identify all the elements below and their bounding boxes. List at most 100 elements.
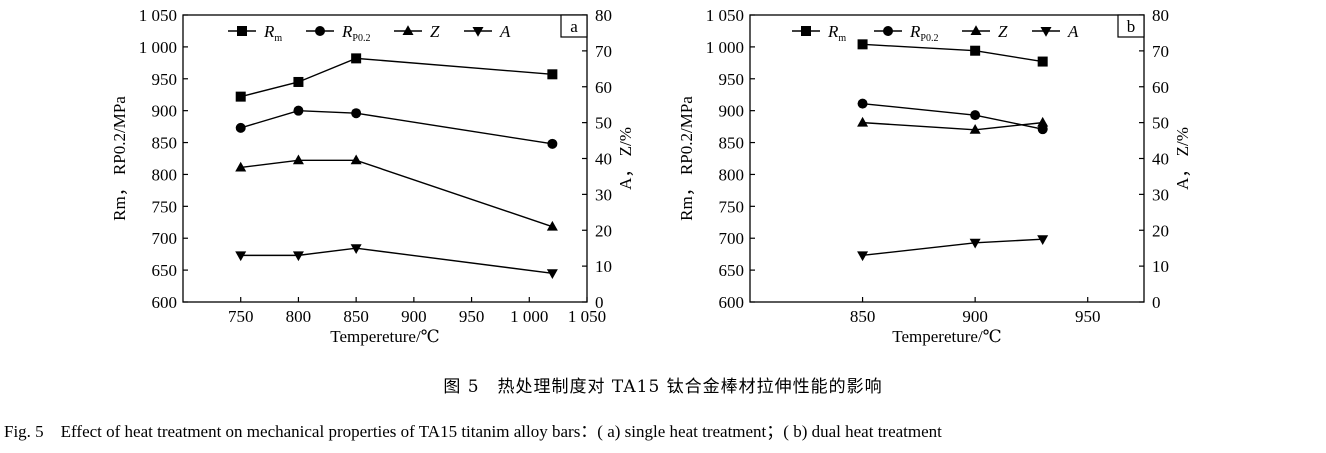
x-axis-label: Tempereture/℃ xyxy=(892,327,1001,346)
series-line xyxy=(240,57,553,98)
y-left-tick-label: 650 xyxy=(152,261,178,280)
legend-marker xyxy=(237,26,247,36)
y-right-tick-label: 20 xyxy=(1152,221,1169,240)
data-point xyxy=(292,251,304,262)
data-point xyxy=(857,98,868,109)
data-point xyxy=(293,105,304,116)
y-left-tick-label: 750 xyxy=(719,197,745,216)
legend-entry: Z xyxy=(962,22,1008,41)
plot-frame xyxy=(749,14,1145,303)
y-left-tick-label: 650 xyxy=(719,261,745,280)
y-right-tick-label: 20 xyxy=(595,221,612,240)
x-tick-label: 900 xyxy=(962,307,988,326)
legend-label: Z xyxy=(998,22,1008,41)
legend-label: RP0.2 xyxy=(909,22,938,44)
data-point xyxy=(857,39,868,50)
legend-marker xyxy=(801,26,811,36)
x-tick-label: 750 xyxy=(228,307,254,326)
y-left-tick-label: 1 000 xyxy=(706,38,744,57)
panel-label: a xyxy=(570,17,578,36)
y-left-tick-label: 750 xyxy=(152,197,178,216)
plot-frame xyxy=(182,14,588,303)
x-tick-label: 850 xyxy=(850,307,876,326)
legend-label: Rm xyxy=(827,22,846,44)
y-left-tick-label: 1 000 xyxy=(139,38,177,57)
y-left-tick-label: 950 xyxy=(152,70,178,89)
x-tick-label: 1 050 xyxy=(568,307,606,326)
x-tick-label: 800 xyxy=(286,307,312,326)
data-point xyxy=(235,161,247,172)
x-tick-label: 850 xyxy=(343,307,369,326)
y-left-tick-label: 950 xyxy=(719,70,745,89)
y-right-tick-label: 50 xyxy=(1152,114,1169,133)
y-left-tick-label: 700 xyxy=(719,229,745,248)
y-right-tick-label: 60 xyxy=(595,78,612,97)
legend-entry: A xyxy=(1032,22,1079,41)
panel-label-box xyxy=(560,14,588,38)
y-left-axis-label: Rm， RP0.2/MPa xyxy=(110,96,129,221)
y-left-tick-label: 900 xyxy=(152,102,178,121)
data-point xyxy=(546,220,558,231)
data-point xyxy=(351,108,362,119)
y-right-tick-label: 30 xyxy=(595,185,612,204)
legend-entry: Rm xyxy=(228,22,282,44)
x-tick-label: 950 xyxy=(459,307,485,326)
legend-label: Z xyxy=(430,22,440,41)
y-right-tick-label: 10 xyxy=(1152,257,1169,276)
series-line xyxy=(862,43,1043,63)
data-point xyxy=(235,122,246,133)
data-point xyxy=(970,110,981,121)
y-left-tick-label: 700 xyxy=(152,229,178,248)
data-point xyxy=(235,251,247,262)
y-left-tick-label: 600 xyxy=(719,293,745,312)
y-left-tick-label: 900 xyxy=(719,102,745,121)
legend-label: A xyxy=(499,22,511,41)
y-right-tick-label: 70 xyxy=(1152,42,1169,61)
data-point xyxy=(547,138,558,149)
series-z xyxy=(857,116,1049,134)
x-tick-label: 900 xyxy=(401,307,427,326)
legend-entry: RP0.2 xyxy=(874,22,938,44)
data-point xyxy=(1037,116,1049,127)
y-right-tick-label: 80 xyxy=(595,6,612,25)
figure-caption-chinese: 图 5 热处理制度对 TA15 钛合金棒材拉伸性能的影响 xyxy=(443,377,883,397)
data-point xyxy=(1037,235,1049,245)
series-line xyxy=(240,247,553,274)
y-left-tick-label: 1 050 xyxy=(139,6,177,25)
y-right-tick-label: 10 xyxy=(595,257,612,276)
data-point xyxy=(235,91,246,102)
series-z xyxy=(235,154,558,231)
data-point xyxy=(350,244,362,254)
data-point xyxy=(1037,124,1048,135)
x-tick-label: 1 000 xyxy=(510,307,548,326)
data-point xyxy=(969,124,981,134)
data-point xyxy=(546,269,558,280)
y-left-tick-label: 850 xyxy=(152,134,178,153)
y-right-tick-label: 50 xyxy=(595,114,612,133)
legend-marker xyxy=(315,26,325,36)
y-right-tick-label: 60 xyxy=(1152,78,1169,97)
x-axis-label: Tempereture/℃ xyxy=(330,327,439,346)
y-left-tick-label: 800 xyxy=(719,165,745,184)
y-right-tick-label: 70 xyxy=(595,42,612,61)
series-line xyxy=(240,159,553,228)
legend-marker xyxy=(970,25,982,35)
data-point xyxy=(547,69,558,80)
series-rm xyxy=(235,53,558,102)
y-right-tick-label: 40 xyxy=(595,150,612,169)
data-point xyxy=(1037,56,1048,67)
y-left-axis-label: Rm， RP0.2/MPa xyxy=(677,96,696,221)
y-left-tick-label: 850 xyxy=(719,134,745,153)
data-point xyxy=(350,154,362,165)
series-line xyxy=(862,238,1043,257)
y-right-tick-label: 0 xyxy=(1152,293,1161,312)
figure-caption-english: Fig. 5 Effect of heat treatment on mecha… xyxy=(4,422,942,441)
data-point xyxy=(857,116,869,127)
legend-entry: Z xyxy=(394,22,440,41)
panel-label-box xyxy=(1117,14,1145,38)
data-point xyxy=(969,238,981,249)
legend-marker xyxy=(1040,27,1052,37)
series-line xyxy=(240,109,553,145)
